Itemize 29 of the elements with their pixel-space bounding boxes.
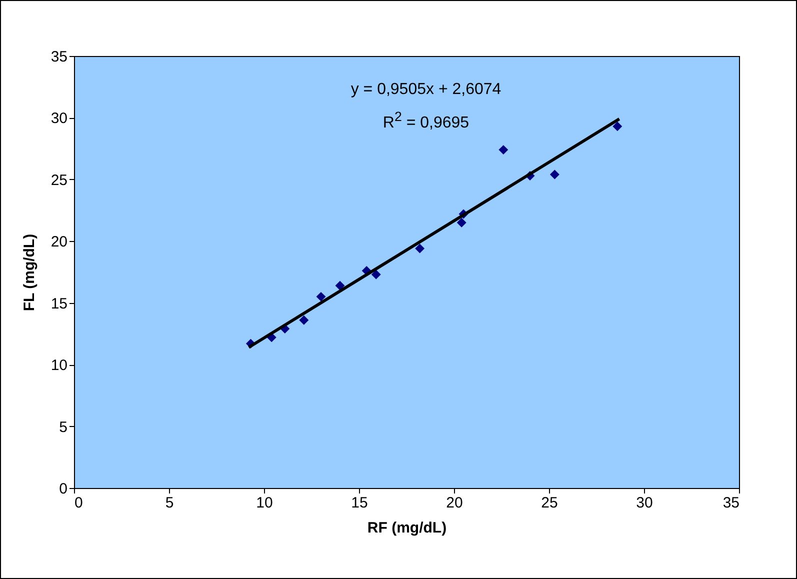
x-tick-label: 10: [256, 494, 273, 512]
point: [299, 315, 309, 325]
point: [335, 280, 345, 290]
y-tick-label: 30: [50, 110, 68, 128]
y-tick-label: 0: [59, 480, 68, 498]
point: [371, 270, 381, 280]
y-tick-label: 5: [59, 418, 68, 436]
x-tick-label: 35: [722, 494, 740, 512]
y-tick-label: 20: [50, 234, 68, 251]
x-tick-label: 20: [446, 494, 463, 512]
point: [456, 218, 466, 228]
x-tick-label: 15: [351, 494, 368, 512]
y-tick-label: 10: [50, 357, 68, 374]
point: [612, 122, 622, 132]
x-tick-label: 0: [74, 494, 83, 512]
point: [550, 170, 560, 180]
point: [498, 145, 508, 155]
x-axis-title: RF (mg/dL): [367, 520, 447, 536]
x-tick-label: 30: [636, 494, 653, 512]
annotation: R$^{2}$ = 0,9695: [382, 108, 470, 134]
point: [316, 292, 326, 302]
y-tick-label: 15: [50, 295, 68, 312]
x-tick-label: 25: [541, 494, 558, 512]
point: [415, 244, 425, 254]
y-tick-label: 35: [50, 48, 68, 66]
annotation: y = 0,9505x + 2,6074: [350, 80, 502, 100]
x-tick-label: 5: [165, 494, 174, 512]
y-axis-title: FL (mg/dL): [20, 234, 38, 312]
y-tick-label: 25: [50, 172, 68, 189]
